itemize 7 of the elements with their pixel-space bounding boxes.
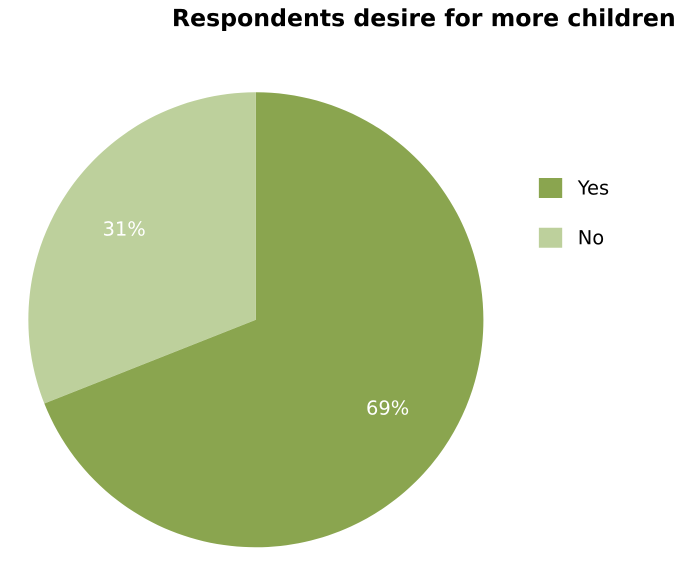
data-label: 69% bbox=[367, 400, 408, 415]
data-label: 31% bbox=[104, 221, 145, 236]
pie-slice bbox=[28, 92, 256, 404]
legend-label: No bbox=[580, 230, 604, 245]
pie-slice bbox=[44, 92, 484, 548]
legend-label: Yes bbox=[578, 180, 608, 195]
chart-title: Respondents desire for more children bbox=[174, 8, 674, 32]
